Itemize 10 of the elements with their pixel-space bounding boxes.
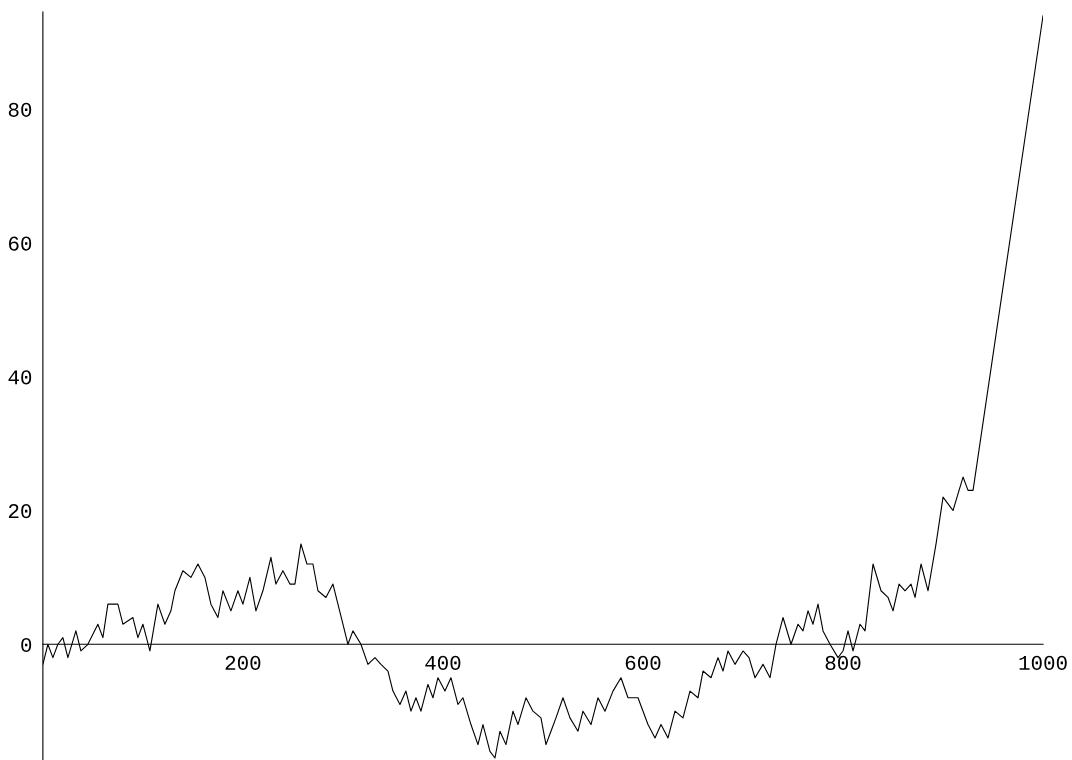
y-tick-label: 0: [21, 637, 32, 653]
x-tick-label: 600: [625, 655, 661, 670]
x-tick-label: 1000: [1019, 655, 1067, 670]
y-tick-label: 80: [8, 102, 32, 117]
y-tick-label: 20: [8, 504, 32, 519]
y-tick-label: 60: [8, 236, 32, 251]
x-tick-label: 400: [425, 655, 461, 670]
x-tick-label: 800: [825, 655, 861, 670]
x-tick-label: 200: [225, 655, 261, 670]
y-tick-label: 40: [8, 370, 32, 385]
